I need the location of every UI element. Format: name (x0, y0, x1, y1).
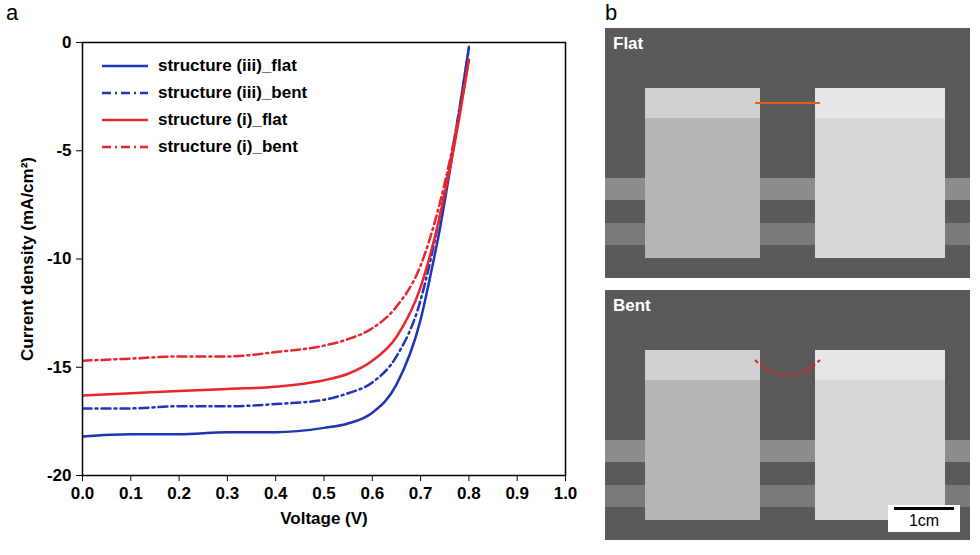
svg-text:0.3: 0.3 (216, 484, 240, 503)
svg-text:0.5: 0.5 (312, 484, 336, 503)
svg-text:0.8: 0.8 (457, 484, 481, 503)
svg-text:0.1: 0.1 (119, 484, 143, 503)
html-text:structure (iii)_flat: structure (iii)_flat (158, 55, 297, 75)
svg-text:-20: -20 (47, 466, 72, 485)
svg-text:0.9: 0.9 (505, 484, 529, 503)
html-text:structure (i)_flat: structure (i)_flat (158, 109, 288, 129)
svg-text:0.4: 0.4 (264, 484, 288, 503)
svg-text:Voltage (V): Voltage (V) (280, 509, 368, 528)
svg-text:-5: -5 (56, 141, 71, 160)
svg-text:0: 0 (62, 33, 71, 52)
svg-text:0.7: 0.7 (409, 484, 433, 503)
svg-text:0.0: 0.0 (71, 484, 95, 503)
html-text:Bent: Bent (613, 296, 651, 315)
svg-text:1.0: 1.0 (554, 484, 578, 503)
svg-text:Current density (mA/cm²): Current density (mA/cm²) (18, 157, 37, 361)
html-text:a: a (6, 0, 19, 25)
html-text:Flat: Flat (613, 34, 644, 53)
html-text:structure (i)_bent: structure (i)_bent (158, 136, 298, 156)
html-text:b: b (605, 0, 618, 25)
html-text:structure (iii)_bent: structure (iii)_bent (158, 82, 308, 102)
svg-text:0.6: 0.6 (360, 484, 384, 503)
svg-text:-10: -10 (47, 249, 72, 268)
html-text:1cm: 1cm (908, 512, 940, 529)
svg-text:0.2: 0.2 (167, 484, 191, 503)
svg-text:-15: -15 (47, 358, 72, 377)
